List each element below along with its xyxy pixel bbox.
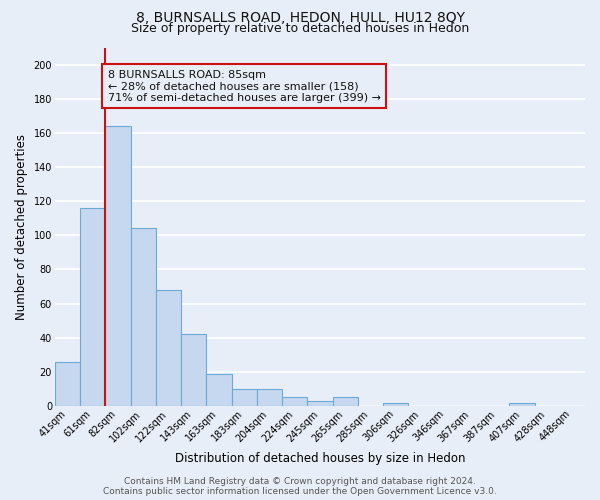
Text: Size of property relative to detached houses in Hedon: Size of property relative to detached ho… xyxy=(131,22,469,35)
Bar xyxy=(206,374,232,406)
Y-axis label: Number of detached properties: Number of detached properties xyxy=(15,134,28,320)
Bar xyxy=(156,290,181,406)
Bar xyxy=(257,389,282,406)
Bar xyxy=(232,389,257,406)
Text: 8, BURNSALLS ROAD, HEDON, HULL, HU12 8QY: 8, BURNSALLS ROAD, HEDON, HULL, HU12 8QY xyxy=(136,11,464,25)
Bar xyxy=(332,398,358,406)
Bar xyxy=(282,398,307,406)
Bar xyxy=(80,208,106,406)
Bar xyxy=(55,362,80,406)
Bar xyxy=(106,126,131,406)
Bar xyxy=(509,402,535,406)
Bar xyxy=(307,401,332,406)
Bar xyxy=(131,228,156,406)
Bar xyxy=(383,402,408,406)
Text: 8 BURNSALLS ROAD: 85sqm
← 28% of detached houses are smaller (158)
71% of semi-d: 8 BURNSALLS ROAD: 85sqm ← 28% of detache… xyxy=(108,70,381,103)
Bar xyxy=(181,334,206,406)
Text: Contains HM Land Registry data © Crown copyright and database right 2024.
Contai: Contains HM Land Registry data © Crown c… xyxy=(103,476,497,496)
X-axis label: Distribution of detached houses by size in Hedon: Distribution of detached houses by size … xyxy=(175,452,465,465)
